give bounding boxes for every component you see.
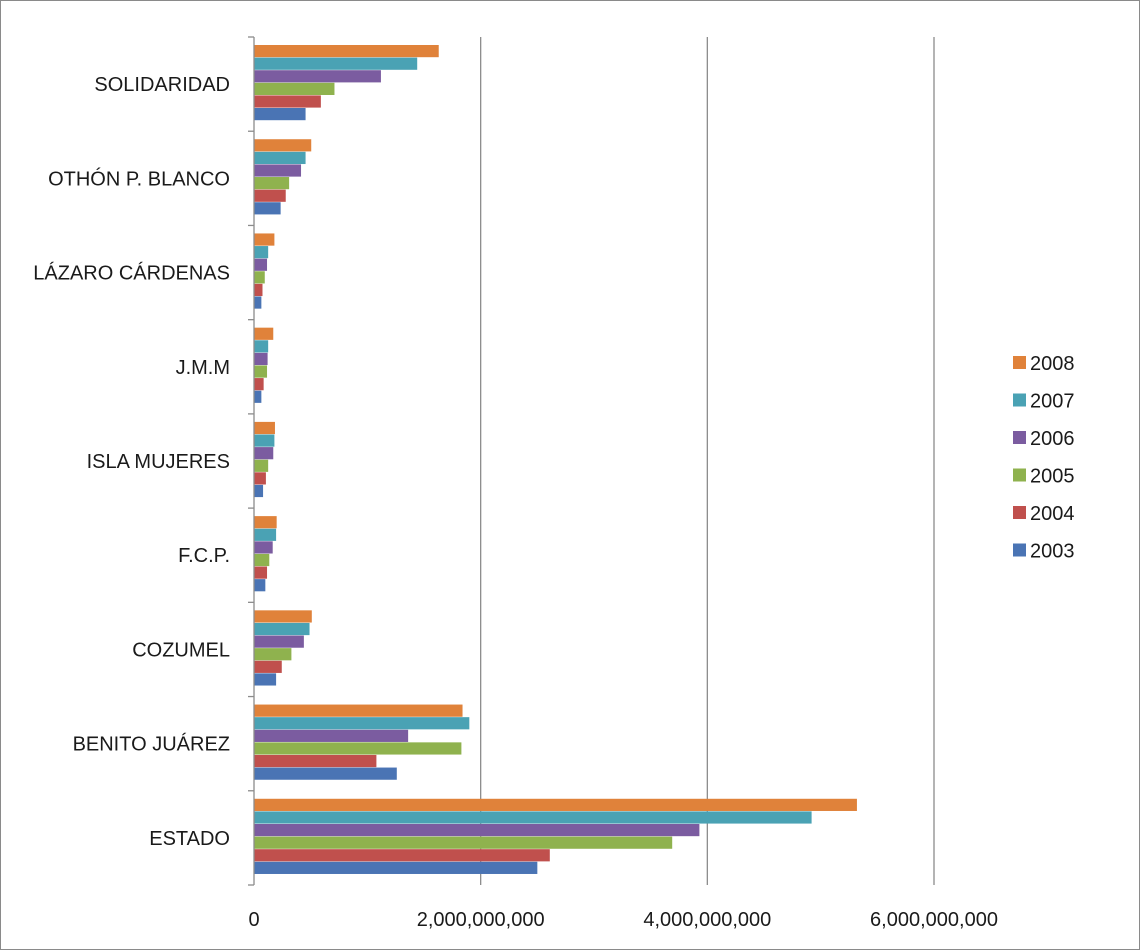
bar-2006 (254, 258, 268, 271)
bar-2005 (254, 365, 268, 378)
bar-2004 (254, 95, 321, 108)
bar-2006 (254, 447, 274, 460)
x-tick-labels: 0 2,000,000,000 4,000,000,000 6,000,000,000 (248, 909, 998, 931)
category-label: F.C.P. (178, 545, 230, 567)
bar-2004 (254, 283, 263, 297)
bar-2003 (254, 861, 538, 874)
legend-swatch-2007 (1013, 393, 1026, 407)
bar-2003 (254, 579, 266, 592)
category-label: OTHÓN P. BLANCO (48, 167, 230, 190)
category-label: BENITO JUÁREZ (73, 733, 230, 756)
bar-2007 (254, 717, 470, 730)
bar-2004 (254, 660, 282, 673)
legend-label: 2007 (1030, 391, 1075, 413)
bar-2005 (254, 742, 462, 755)
x-tick-label: 4,000,000,000 (643, 909, 771, 931)
bar-2004 (254, 472, 266, 485)
bar-2004 (254, 378, 264, 391)
bar-2007 (254, 811, 812, 824)
category-label: ISLA MUJERES (87, 451, 230, 473)
bars (254, 45, 857, 874)
bar-2007 (254, 528, 277, 541)
category-label: LÁZARO CÁRDENAS (33, 262, 230, 285)
bar-2005 (254, 82, 335, 95)
x-tick-label: 2,000,000,000 (417, 909, 545, 931)
bar-2006 (254, 70, 381, 83)
bar-2003 (254, 202, 281, 215)
bar-2008 (254, 139, 312, 152)
bar-2006 (254, 164, 302, 177)
gridlines (480, 37, 935, 885)
legend-label: 2004 (1030, 503, 1075, 525)
bar-2005 (254, 836, 673, 849)
bar-2003 (254, 108, 306, 121)
x-tick-label: 0 (248, 909, 259, 931)
category-label: J.M.M (176, 357, 230, 379)
category-labels: SOLIDARIDAD OTHÓN P. BLANCO LÁZARO CÁRDENA… (33, 74, 230, 850)
bar-2007 (254, 622, 310, 636)
legend-swatch-2008 (1013, 356, 1026, 369)
bar-2006 (254, 635, 304, 648)
bar-2006 (254, 352, 268, 366)
bar-2008 (254, 421, 275, 435)
bar-2008 (254, 704, 463, 717)
bar-2006 (254, 729, 409, 742)
bar-2008 (254, 45, 439, 58)
bar-2007 (254, 246, 269, 259)
bar-2003 (254, 296, 262, 309)
bar-2006 (254, 541, 273, 554)
bar-2003 (254, 390, 262, 403)
legend-label: 2003 (1030, 541, 1075, 563)
legend-swatch-2003 (1013, 543, 1026, 557)
bar-2005 (254, 271, 265, 284)
bar-2007 (254, 151, 306, 165)
bar-2008 (254, 233, 275, 246)
legend-label: 2008 (1030, 353, 1075, 375)
bar-2005 (254, 459, 269, 472)
bar-2003 (254, 673, 277, 686)
legend-swatch-2006 (1013, 431, 1026, 444)
bar-2005 (254, 177, 290, 190)
bar-2008 (254, 327, 274, 340)
bar-2004 (254, 754, 377, 768)
bar-2003 (254, 767, 397, 780)
category-label: COZUMEL (132, 639, 230, 661)
bar-2007 (254, 434, 275, 447)
legend-swatch-2004 (1013, 506, 1026, 519)
legend-label: 2005 (1030, 466, 1075, 488)
axes (248, 36, 255, 886)
legend-label: 2006 (1030, 428, 1075, 450)
bar-2007 (254, 57, 418, 70)
bar-2005 (254, 553, 270, 567)
x-tick-label: 6,000,000,000 (870, 909, 998, 931)
bar-2003 (254, 484, 264, 498)
bar-2008 (254, 798, 857, 811)
bar-2008 (254, 516, 277, 529)
bar-2006 (254, 823, 700, 837)
bar-2004 (254, 566, 268, 579)
legend-swatch-2005 (1013, 468, 1026, 482)
category-label: SOLIDARIDAD (94, 74, 230, 96)
bar-2008 (254, 610, 312, 623)
category-label: ESTADO (149, 828, 230, 850)
bar-2004 (254, 849, 550, 862)
bar-2005 (254, 648, 292, 661)
bar-2007 (254, 340, 269, 353)
bar-2004 (254, 189, 286, 202)
legend: 2008 2007 2006 2005 2004 2003 (1013, 353, 1075, 563)
